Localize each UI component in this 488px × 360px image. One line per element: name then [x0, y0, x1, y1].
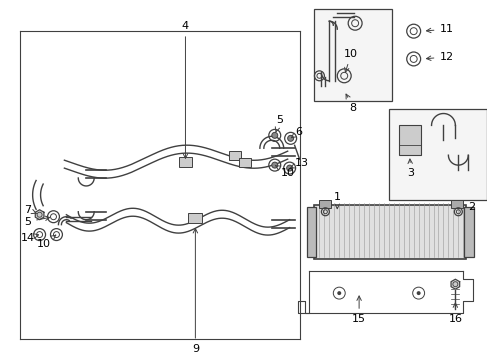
Bar	[314, 205, 466, 260]
Text: 11: 11	[426, 24, 452, 34]
Text: 3: 3	[407, 159, 413, 178]
Circle shape	[337, 291, 341, 295]
Text: 9: 9	[191, 229, 199, 354]
Circle shape	[287, 135, 293, 141]
Text: 10: 10	[275, 166, 294, 178]
Text: 1: 1	[333, 192, 340, 209]
Bar	[319, 200, 331, 208]
Circle shape	[271, 162, 277, 168]
Text: 6: 6	[291, 127, 302, 138]
Text: 14: 14	[20, 233, 39, 243]
Text: 5: 5	[24, 216, 50, 227]
Bar	[229, 151, 241, 159]
Text: 10: 10	[344, 49, 357, 72]
Bar	[314, 9, 391, 100]
Bar	[398, 125, 420, 155]
Text: 12: 12	[426, 52, 452, 62]
Text: 8: 8	[346, 94, 356, 113]
Text: 13: 13	[290, 158, 308, 168]
Bar	[239, 158, 250, 167]
Bar	[388, 109, 486, 200]
Polygon shape	[450, 279, 459, 289]
Text: 7: 7	[24, 205, 37, 215]
Bar	[450, 200, 462, 208]
Bar	[188, 213, 202, 223]
Circle shape	[271, 132, 277, 138]
Circle shape	[416, 291, 420, 295]
Text: 2: 2	[467, 202, 474, 212]
Bar	[306, 207, 316, 257]
Text: 10: 10	[37, 235, 56, 249]
Polygon shape	[35, 210, 44, 220]
Text: 16: 16	[447, 303, 462, 324]
Text: 5: 5	[275, 116, 283, 132]
Bar	[463, 207, 473, 257]
Text: 15: 15	[351, 296, 366, 324]
Bar	[178, 157, 192, 167]
Circle shape	[286, 165, 292, 171]
Text: 4: 4	[182, 21, 189, 158]
